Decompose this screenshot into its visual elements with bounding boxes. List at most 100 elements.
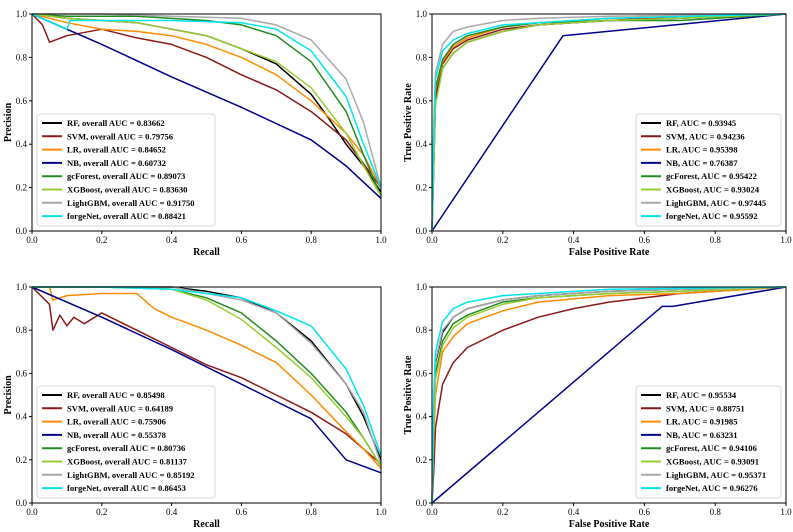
- legend-label-2: LR, overall AUC = 0.84652: [67, 145, 166, 155]
- y-tick-label: 0.0: [416, 498, 428, 508]
- y-tick-label: 0.2: [416, 183, 427, 193]
- x-tick-label: 0.2: [497, 507, 508, 517]
- legend-label-5: XGBoost, AUC = 0.93091: [666, 457, 759, 467]
- y-tick-label: 0.8: [416, 52, 428, 62]
- y-tick-label: 1.0: [16, 282, 28, 292]
- y-tick-label: 0.4: [416, 139, 428, 149]
- legend-box: [36, 113, 216, 227]
- y-tick-label: 0.6: [16, 368, 28, 378]
- x-tick-label: 0.4: [568, 507, 580, 517]
- x-tick-label: 0.2: [497, 235, 508, 245]
- x-tick-label: 0.2: [96, 235, 107, 245]
- legend-label-2: LR, AUC = 0.95398: [666, 145, 738, 155]
- x-tick-label: 0.2: [96, 507, 107, 517]
- plot-frame: [431, 286, 787, 504]
- series-line-7: [431, 13, 787, 232]
- y-tick-label: 0.2: [16, 183, 27, 193]
- x-tick-label: 0.4: [568, 235, 580, 245]
- y-tick-label: 0.6: [16, 96, 28, 106]
- legend-label-7: forgeNet, AUC = 0.95592: [666, 211, 758, 221]
- y-tick-label: 0.2: [16, 455, 27, 465]
- legend-label-3: NB, overall AUC = 0.60732: [67, 158, 166, 168]
- legend-label-4: gcForest, overall AUC = 0.89073: [67, 171, 185, 181]
- legend-box: [36, 385, 216, 499]
- legend-label-6: LightGBM, AUC = 0.97445: [666, 198, 766, 208]
- x-axis-label: False Positive Rate: [569, 519, 650, 530]
- legend-label-5: XGBoost, AUC = 0.93024: [666, 185, 760, 195]
- legend-label-1: SVM, overall AUC = 0.64189: [67, 403, 173, 413]
- series-line-3: [431, 13, 787, 232]
- series-line-5: [431, 13, 787, 232]
- x-axis-label: Recall: [193, 247, 220, 258]
- y-tick-label: 1.0: [416, 9, 428, 19]
- legend-label-4: gcForest, AUC = 0.94106: [666, 443, 758, 453]
- plot-frame: [31, 286, 382, 504]
- y-axis-label: True Positive Rate: [403, 355, 414, 434]
- y-tick-label: 1.0: [416, 282, 428, 292]
- y-tick-label: 0.0: [16, 498, 28, 508]
- legend-label-3: NB, AUC = 0.63231: [666, 430, 738, 440]
- series-line-3: [31, 13, 382, 199]
- series-line-1: [31, 286, 382, 465]
- legend-label-1: SVM, overall AUC = 0.79756: [67, 131, 174, 141]
- x-tick-label: 1.0: [375, 507, 387, 517]
- legend-box: [635, 385, 782, 499]
- x-tick-label: 0.0: [26, 235, 38, 245]
- y-axis-label: Precision: [3, 375, 14, 415]
- chart-roc1: 0.0 0.2 0.4 0.6 0.8 1.0 0.0 0.2 0.4 0.6 0.8 1.0 Fals…: [403, 9, 792, 258]
- legend-label-0: RF, AUC = 0.93945: [666, 118, 736, 128]
- y-tick-label: 0.8: [416, 325, 428, 335]
- legend-box: [635, 113, 782, 227]
- legend-label-1: SVM, AUC = 0.94236: [666, 131, 745, 141]
- y-tick-label: 0.2: [416, 455, 427, 465]
- legend-label-6: LightGBM, overall AUC = 0.91750: [67, 198, 195, 208]
- x-tick-label: 0.8: [306, 235, 318, 245]
- x-tick-label: 0.4: [166, 507, 178, 517]
- x-tick-label: 0.0: [426, 235, 438, 245]
- y-tick-label: 0.4: [416, 412, 428, 422]
- legend-label-3: NB, AUC = 0.76387: [666, 158, 738, 168]
- x-tick-label: 0.8: [306, 507, 318, 517]
- x-tick-label: 1.0: [375, 235, 387, 245]
- legend-label-7: forgeNet, AUC = 0.96276: [666, 483, 758, 493]
- legend-label-4: gcForest, overall AUC = 0.80736: [67, 443, 186, 453]
- y-tick-label: 1.0: [16, 9, 28, 19]
- legend-label-5: XGBoost, overall AUC = 0.81137: [67, 457, 188, 467]
- x-tick-label: 0.0: [26, 507, 38, 517]
- x-tick-label: 0.4: [166, 235, 178, 245]
- series-line-4: [31, 13, 382, 197]
- x-tick-label: 1.0: [780, 507, 792, 517]
- y-axis-label: Precision: [3, 102, 14, 142]
- series-line-3: [431, 286, 787, 504]
- x-tick-label: 0.0: [426, 507, 438, 517]
- series-line-7: [31, 13, 382, 188]
- legend-label-0: RF, overall AUC = 0.83662: [67, 118, 165, 128]
- x-tick-label: 0.6: [639, 235, 651, 245]
- legend-label-6: LightGBM, AUC = 0.95371: [666, 470, 766, 480]
- x-tick-label: 0.6: [639, 507, 651, 517]
- y-axis-label: True Positive Rate: [403, 83, 414, 162]
- chart-pr2: 0.0 0.2 0.4 0.6 0.8 1.0 0.0 0.2 0.4 0.6 0.8 1.0 Reca…: [3, 282, 387, 530]
- plot-frame: [31, 13, 382, 232]
- legend-label-7: forgeNet, overall AUC = 0.88421: [67, 211, 186, 221]
- series-line-1: [431, 286, 787, 504]
- legend-label-3: NB, overall AUC = 0.55378: [67, 430, 167, 440]
- y-tick-label: 0.4: [16, 412, 28, 422]
- series-line-7: [431, 286, 787, 504]
- legend-label-1: SVM, AUC = 0.88751: [666, 403, 745, 413]
- x-tick-label: 0.6: [236, 507, 248, 517]
- y-tick-label: 0.8: [16, 325, 28, 335]
- chart-pr1: 0.0 0.2 0.4 0.6 0.8 1.0 0.0 0.2 0.4 0.6 0.8 1.0 Reca…: [3, 9, 387, 258]
- legend-label-7: forgeNet, overall AUC = 0.86453: [67, 483, 186, 493]
- plot-frame: [431, 13, 787, 232]
- x-axis-label: Recall: [193, 519, 220, 530]
- x-axis-label: False Positive Rate: [569, 247, 650, 258]
- x-tick-label: 1.0: [780, 235, 792, 245]
- series-line-1: [31, 13, 382, 189]
- y-tick-label: 0.0: [416, 226, 428, 236]
- legend-label-5: XGBoost, overall AUC = 0.83630: [67, 185, 187, 195]
- y-tick-label: 0.6: [416, 96, 428, 106]
- y-tick-label: 0.0: [16, 226, 28, 236]
- legend-label-4: gcForest, AUC = 0.95422: [666, 171, 757, 181]
